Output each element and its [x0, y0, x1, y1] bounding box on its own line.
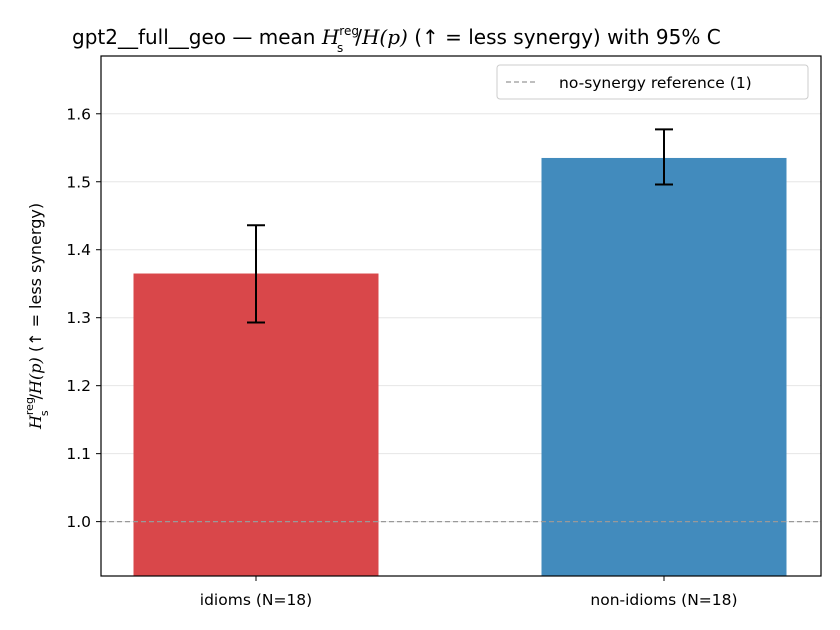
bars — [133, 157, 787, 576]
y-tick-label: 1.2 — [66, 377, 91, 395]
y-axis-ticks: 1.0 1.1 1.2 1.3 1.4 1.5 1.6 — [66, 105, 101, 531]
y-tick-label: 1.5 — [66, 173, 91, 191]
y-tick-label: 1.3 — [66, 309, 91, 327]
chart-title: gpt2__full__geo — mean Hreg s/H(p) (↑ = l… — [72, 24, 721, 55]
y-axis-label: Hreg s/H(p) (↑ = less synergy) — [23, 203, 51, 430]
y-tick-label: 1.4 — [66, 241, 91, 259]
x-tick-label: idioms (N=18) — [200, 591, 312, 609]
y-tick-label: 1.0 — [66, 513, 91, 531]
legend: no-synergy reference (1) — [496, 64, 809, 100]
y-tick-label: 1.1 — [66, 445, 91, 463]
x-tick-label: non-idioms (N=18) — [590, 591, 737, 609]
error-bars — [247, 128, 673, 324]
plot-frame — [100, 55, 822, 577]
bar — [133, 273, 379, 576]
y-tick-label: 1.6 — [66, 105, 91, 123]
bar — [541, 157, 787, 576]
x-axis-ticks: idioms (N=18) non-idioms (N=18) — [200, 576, 738, 609]
legend-box — [496, 64, 809, 100]
legend-reference-label: no-synergy reference (1) — [559, 74, 752, 92]
